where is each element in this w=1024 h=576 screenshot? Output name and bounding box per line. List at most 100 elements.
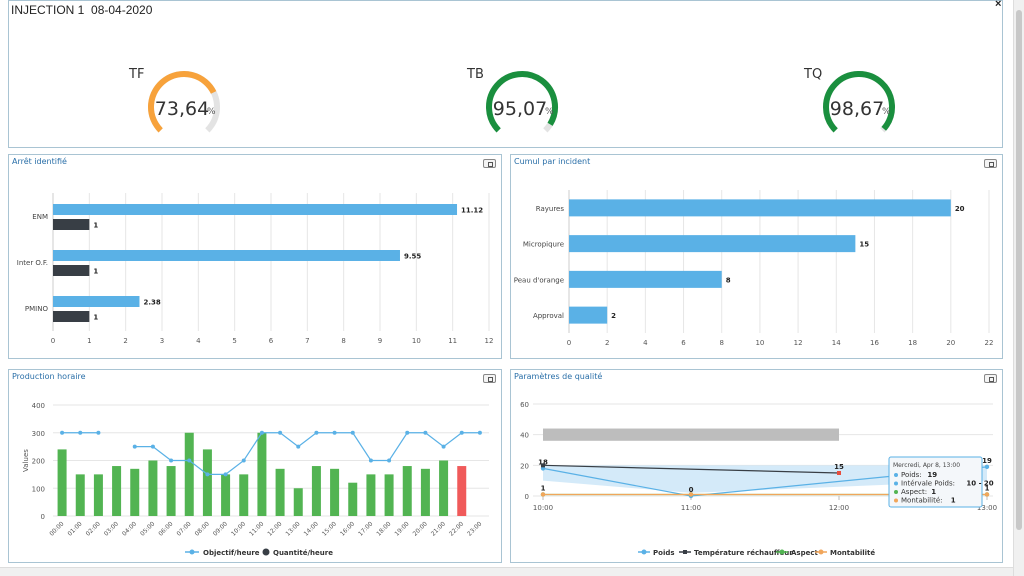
arret-panel: Arrêt identifié 0 1 2 3 4 5 6 7 8 9 10 11 12 ENM 11.12… [8, 154, 502, 359]
legend-label: Température réchauffeur [694, 549, 793, 557]
x-tick-label: 12 [794, 339, 803, 347]
bar [75, 474, 85, 516]
y-tick-label: 0 [525, 493, 529, 501]
legend-label: Quantité/heure [273, 549, 333, 557]
gauge-value: 95,07 [493, 98, 547, 120]
line-point [368, 458, 373, 463]
x-tick-label: 14 [832, 339, 841, 347]
x-tick-label: 17:00 [357, 520, 374, 537]
x-tick-label: 16:00 [339, 520, 356, 537]
data-label: 19 [982, 457, 992, 465]
tooltip-row-label: Montabilité: [901, 497, 942, 505]
legend-line-dot [189, 549, 195, 555]
tooltip-row-value: 1 [951, 497, 956, 505]
gauge-unit: % [207, 107, 216, 117]
line-point [540, 492, 546, 497]
x-tick-label: 15:00 [321, 520, 338, 537]
category-label: Rayures [536, 205, 565, 213]
line-point [278, 430, 283, 435]
data-label: 2 [611, 312, 616, 320]
line-point [60, 430, 65, 435]
y-tick-label: 100 [32, 485, 45, 493]
interval-band [543, 465, 987, 493]
tooltip-dot [894, 473, 898, 477]
x-tick-label: 0 [51, 337, 55, 345]
x-tick-label: 19:00 [393, 520, 410, 537]
cumul-menu-button[interactable] [984, 159, 997, 168]
legend-label: Poids [653, 549, 675, 557]
bar [384, 474, 394, 516]
bar [439, 460, 449, 516]
close-icon[interactable]: × [995, 0, 1002, 10]
bar [275, 468, 285, 516]
bar [53, 204, 458, 215]
x-tick-label: 10 [412, 337, 421, 345]
bar [112, 466, 122, 516]
header-panel: INJECTION 1 08-04-2020 TF 73,64% TB 95,07% T… [8, 0, 1003, 148]
x-tick-label: 10:00 [533, 504, 553, 512]
gauge-label: TQ [803, 67, 822, 82]
legend-label: Objectif/heure [203, 549, 260, 557]
data-label: 8 [726, 276, 731, 284]
x-tick-label: 21:00 [430, 520, 447, 537]
legend-dot [818, 549, 824, 555]
tooltip-dot [894, 490, 898, 494]
bar [569, 199, 951, 217]
data-label: 15 [834, 463, 844, 471]
production-menu-button[interactable] [483, 374, 496, 383]
x-tick-label: 11 [448, 337, 457, 345]
line-point [132, 444, 137, 449]
data-label: 1 [93, 222, 98, 230]
x-tick-label: 11:00 [248, 520, 265, 537]
x-tick-label: 18:00 [375, 520, 392, 537]
x-tick-label: 9 [378, 337, 382, 345]
bar [420, 468, 430, 516]
production-panel: Production horaire 0 100 200 300 400 Values 00… [8, 369, 502, 563]
line-point [96, 430, 101, 435]
x-tick-label: 2 [123, 337, 127, 345]
y-tick-label: 400 [32, 402, 45, 410]
line-point [541, 463, 545, 468]
line-point [837, 471, 841, 475]
line-point [241, 458, 246, 463]
x-tick-label: 4 [196, 337, 201, 345]
vertical-scrollbar[interactable] [1013, 0, 1024, 576]
data-label: 1 [541, 484, 546, 492]
arret-menu-button[interactable] [483, 159, 496, 168]
category-label: Peau d'orange [514, 276, 564, 284]
qualite-menu-button[interactable] [984, 374, 997, 383]
x-tick-label: 12:00 [829, 504, 849, 512]
x-tick-label: 18 [908, 339, 917, 347]
data-label: 15 [859, 241, 869, 249]
bar [57, 449, 67, 516]
line-point [332, 430, 337, 435]
x-tick-label: 11:00 [681, 504, 701, 512]
category-label: Approval [533, 312, 564, 320]
horizontal-scrollbar[interactable] [0, 567, 1013, 576]
x-tick-label: 20 [946, 339, 955, 347]
x-tick-label: 00:00 [48, 520, 65, 537]
x-tick-label: 13:00 [977, 504, 997, 512]
x-tick-label: 20:00 [412, 520, 429, 537]
bar [53, 265, 90, 276]
x-tick-label: 5 [232, 337, 236, 345]
x-tick-label: 07:00 [175, 520, 192, 537]
line-point [169, 458, 174, 463]
x-tick-label: 13:00 [284, 520, 301, 537]
y-tick-label: 40 [520, 432, 529, 440]
line-point [78, 430, 83, 435]
gauge-fill [148, 71, 217, 133]
tooltip-row-value: 19 [927, 471, 937, 479]
tooltip-row-value: 10 - 20 [966, 480, 993, 488]
y-tick-label: 0 [41, 513, 45, 521]
tooltip-box [888, 456, 983, 508]
scrollbar-thumb[interactable] [1016, 10, 1022, 530]
line-point [350, 430, 355, 435]
x-tick-label: 02:00 [85, 520, 102, 537]
x-tick-label: 12:00 [266, 520, 283, 537]
x-tick-label: 05:00 [139, 520, 156, 537]
legend-label: Montabilité [830, 549, 875, 557]
